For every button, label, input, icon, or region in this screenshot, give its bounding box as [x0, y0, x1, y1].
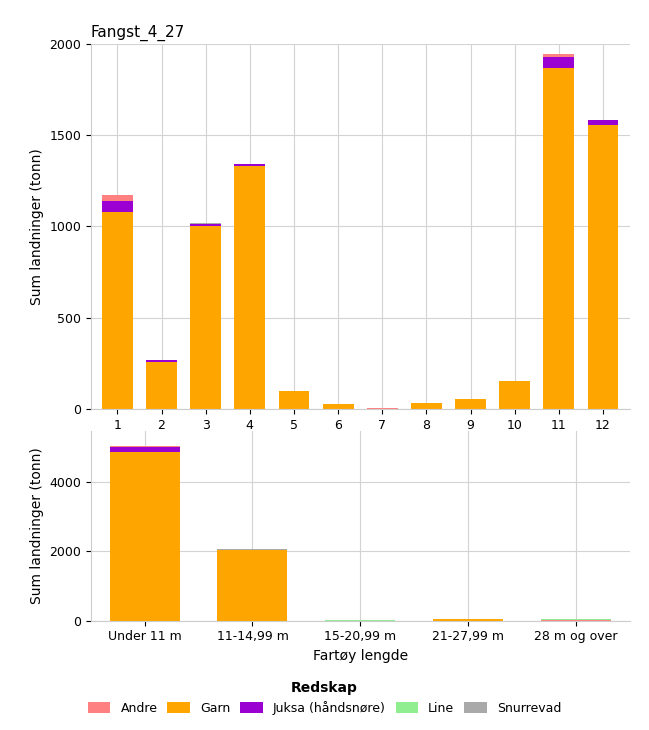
- Bar: [110, 453, 180, 620]
- Bar: [234, 166, 265, 409]
- Bar: [543, 68, 574, 409]
- Bar: [433, 619, 503, 620]
- Bar: [455, 399, 486, 409]
- Bar: [217, 550, 288, 620]
- Bar: [110, 447, 180, 453]
- Bar: [587, 125, 618, 409]
- X-axis label: Fartøy lengde: Fartøy lengde: [313, 649, 408, 663]
- Bar: [146, 360, 177, 362]
- Bar: [190, 223, 221, 224]
- Y-axis label: Sum landninger (tonn): Sum landninger (tonn): [30, 148, 43, 304]
- Bar: [543, 54, 574, 57]
- Bar: [110, 446, 180, 447]
- Bar: [587, 120, 618, 125]
- Bar: [499, 380, 530, 409]
- X-axis label: Måned: Måned: [337, 437, 384, 451]
- Bar: [411, 403, 442, 409]
- Bar: [234, 164, 265, 166]
- Bar: [102, 212, 133, 409]
- Legend: Andre, Garn, Juksa (håndsnøre), Line, Snurrevad: Andre, Garn, Juksa (håndsnøre), Line, Sn…: [83, 676, 566, 720]
- Bar: [543, 57, 574, 68]
- Bar: [323, 404, 354, 409]
- Bar: [190, 224, 221, 226]
- Bar: [278, 391, 310, 409]
- Text: Fangst_4_27: Fangst_4_27: [91, 25, 185, 41]
- Y-axis label: Sum landninger (tonn): Sum landninger (tonn): [30, 447, 43, 604]
- Bar: [102, 195, 133, 201]
- Bar: [190, 226, 221, 409]
- Bar: [146, 362, 177, 409]
- Bar: [102, 201, 133, 212]
